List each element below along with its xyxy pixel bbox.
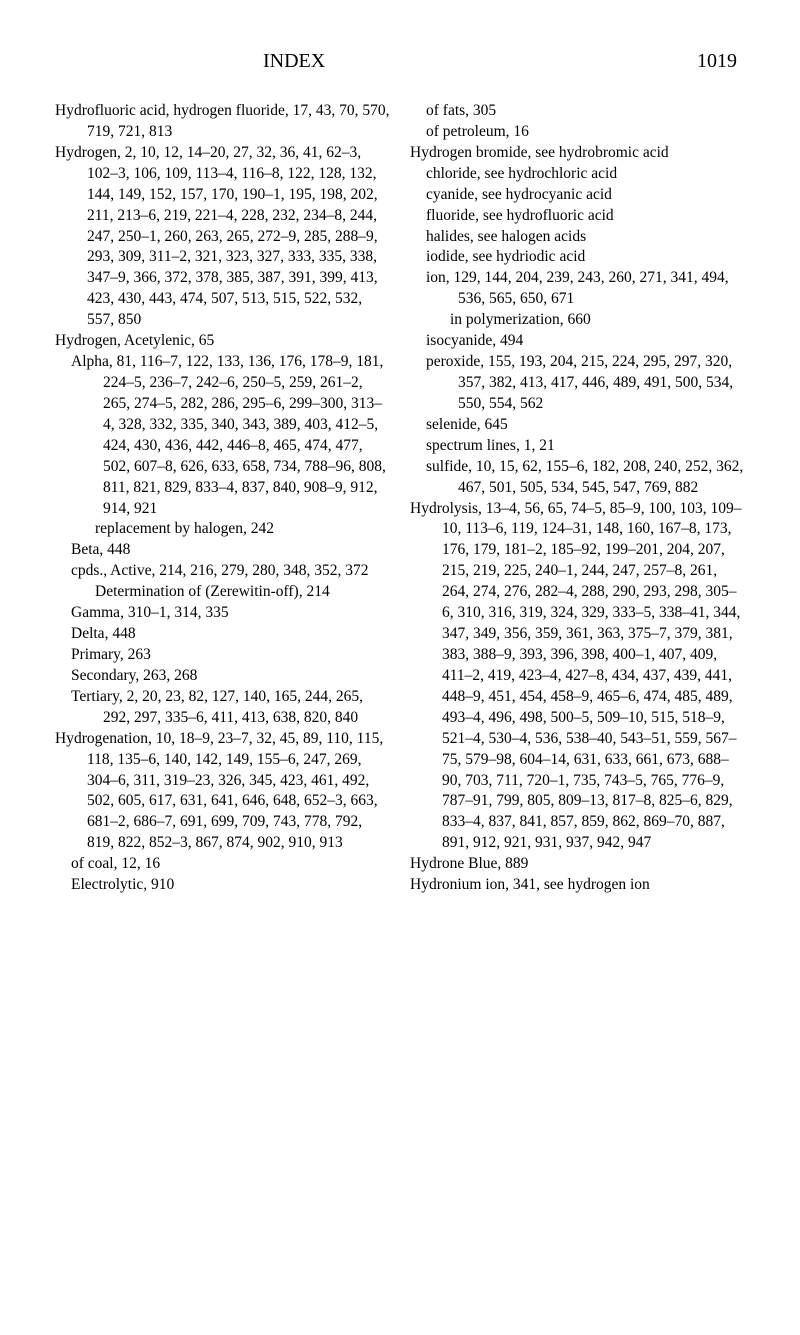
index-entry: of petroleum, 16 — [410, 122, 745, 143]
index-entry: replacement by halogen, 242 — [55, 519, 390, 540]
index-entry: cyanide, see hydrocyanic acid — [410, 185, 745, 206]
index-entry: Determination of (Zerewitin-off), 214 — [55, 582, 390, 603]
index-entry: Hydrogen bromide, see hydrobromic acid — [410, 143, 745, 164]
index-entry: Secondary, 263, 268 — [55, 666, 390, 687]
index-entry: Hydrogen, Acetylenic, 65 — [55, 331, 390, 352]
index-entry: Hydrone Blue, 889 — [410, 854, 745, 875]
index-entry: Gamma, 310–1, 314, 335 — [55, 603, 390, 624]
index-entry: Hydrogenation, 10, 18–9, 23–7, 32, 45, 8… — [55, 729, 390, 855]
index-page: INDEX 1019 Hydrofluoric acid, hydrogen f… — [0, 0, 800, 936]
index-entry: spectrum lines, 1, 21 — [410, 436, 745, 457]
index-entry: selenide, 645 — [410, 415, 745, 436]
index-entry: Hydrogen, 2, 10, 12, 14–20, 27, 32, 36, … — [55, 143, 390, 331]
index-column-left: Hydrofluoric acid, hydrogen fluoride, 17… — [55, 101, 390, 896]
index-column-right: of fats, 305of petroleum, 16Hydrogen bro… — [410, 101, 745, 896]
index-columns: Hydrofluoric acid, hydrogen fluoride, 17… — [55, 101, 745, 896]
index-entry: Delta, 448 — [55, 624, 390, 645]
index-entry: iodide, see hydriodic acid — [410, 247, 745, 268]
page-header: INDEX 1019 — [55, 50, 745, 73]
index-entry: fluoride, see hydrofluoric acid — [410, 206, 745, 227]
index-entry: Primary, 263 — [55, 645, 390, 666]
index-entry: ion, 129, 144, 204, 239, 243, 260, 271, … — [410, 268, 745, 310]
index-entry: of fats, 305 — [410, 101, 745, 122]
index-entry: Hydronium ion, 341, see hydrogen ion — [410, 875, 745, 896]
header-title: INDEX — [263, 50, 325, 73]
index-entry: in polymerization, 660 — [410, 310, 745, 331]
index-entry: cpds., Active, 214, 216, 279, 280, 348, … — [55, 561, 390, 582]
index-entry: of coal, 12, 16 — [55, 854, 390, 875]
index-entry: Electrolytic, 910 — [55, 875, 390, 896]
header-pagenum: 1019 — [697, 50, 737, 73]
index-entry: Tertiary, 2, 20, 23, 82, 127, 140, 165, … — [55, 687, 390, 729]
index-entry: Hydrofluoric acid, hydrogen fluoride, 17… — [55, 101, 390, 143]
index-entry: Hydrolysis, 13–4, 56, 65, 74–5, 85–9, 10… — [410, 499, 745, 855]
index-entry: Beta, 448 — [55, 540, 390, 561]
index-entry: peroxide, 155, 193, 204, 215, 224, 295, … — [410, 352, 745, 415]
index-entry: sulfide, 10, 15, 62, 155–6, 182, 208, 24… — [410, 457, 745, 499]
index-entry: Alpha, 81, 116–7, 122, 133, 136, 176, 17… — [55, 352, 390, 519]
index-entry: chloride, see hydrochloric acid — [410, 164, 745, 185]
index-entry: halides, see halogen acids — [410, 227, 745, 248]
index-entry: isocyanide, 494 — [410, 331, 745, 352]
